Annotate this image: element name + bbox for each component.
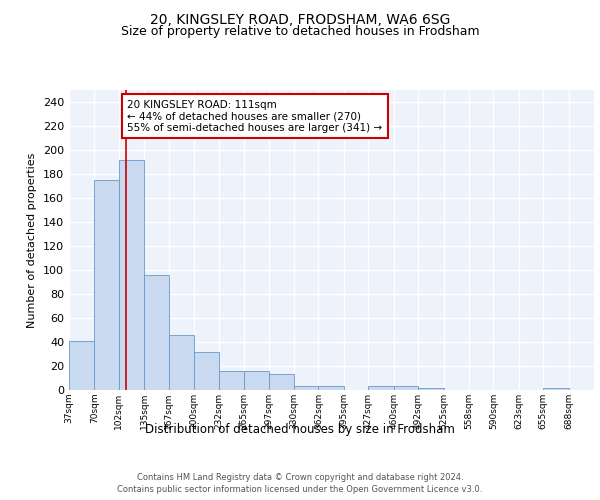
Bar	[94, 180, 119, 390]
Bar	[368, 386, 394, 390]
Text: Distribution of detached houses by size in Frodsham: Distribution of detached houses by size …	[145, 422, 455, 436]
Bar	[69, 341, 94, 390]
Bar	[194, 352, 218, 390]
Text: 20, KINGSLEY ROAD, FRODSHAM, WA6 6SG: 20, KINGSLEY ROAD, FRODSHAM, WA6 6SG	[150, 12, 450, 26]
Bar	[169, 335, 194, 390]
Bar	[244, 371, 269, 390]
Bar	[394, 386, 418, 390]
Text: 20 KINGSLEY ROAD: 111sqm
← 44% of detached houses are smaller (270)
55% of semi-: 20 KINGSLEY ROAD: 111sqm ← 44% of detach…	[127, 100, 382, 133]
Bar	[144, 275, 169, 390]
Bar	[119, 160, 144, 390]
Bar	[544, 388, 569, 390]
Bar	[294, 386, 319, 390]
Bar	[269, 374, 294, 390]
Bar	[218, 371, 244, 390]
Text: Size of property relative to detached houses in Frodsham: Size of property relative to detached ho…	[121, 25, 479, 38]
Text: Contains HM Land Registry data © Crown copyright and database right 2024.: Contains HM Land Registry data © Crown c…	[137, 472, 463, 482]
Bar	[319, 386, 344, 390]
Y-axis label: Number of detached properties: Number of detached properties	[28, 152, 37, 328]
Bar	[418, 388, 443, 390]
Text: Contains public sector information licensed under the Open Government Licence v3: Contains public sector information licen…	[118, 485, 482, 494]
